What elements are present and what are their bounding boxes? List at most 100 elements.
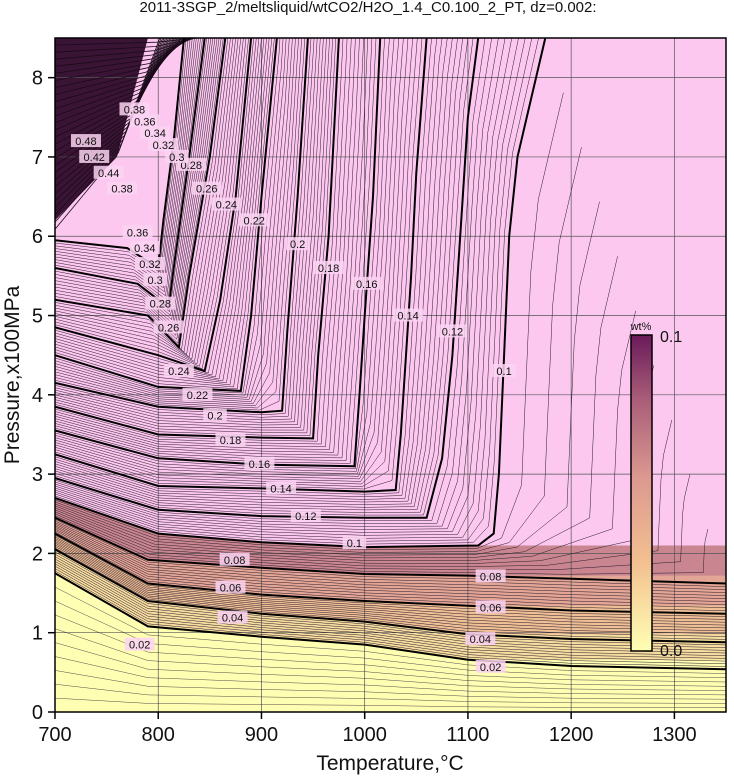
- contour-label-bg: [217, 610, 248, 624]
- y-tick-label: 5: [32, 306, 43, 328]
- minor-contour: [55, 38, 469, 513]
- minor-contour: [55, 38, 533, 542]
- minor-contour: [55, 556, 726, 651]
- major-contours: [55, 38, 726, 671]
- contour-label: 0.18: [220, 435, 241, 447]
- contour-label: 0.12: [442, 326, 463, 338]
- contour-label: 0.42: [84, 152, 105, 164]
- minor-contour: [55, 38, 464, 511]
- contour-label-bg: [129, 114, 160, 128]
- minor-contour: [55, 38, 390, 472]
- minor-contour: [55, 38, 247, 367]
- contour-label-bg: [191, 181, 222, 195]
- minor-contour: [55, 534, 726, 617]
- minor-contour: [55, 38, 218, 332]
- contour-label: 0.1: [347, 538, 362, 550]
- contour-label-bg: [475, 569, 506, 583]
- contour-label: 0.26: [196, 184, 217, 196]
- contour-label-bg: [290, 509, 321, 523]
- minor-contour: [55, 310, 636, 561]
- minor-contour: [55, 38, 492, 524]
- minor-contour: [55, 38, 203, 305]
- x-axis-label: Temperature,°C: [316, 752, 463, 775]
- contour-label: 0.32: [153, 140, 174, 152]
- minor-contour: [55, 38, 284, 396]
- contour-label: 0.48: [75, 136, 96, 148]
- contour-label-bg: [211, 197, 242, 211]
- contour-label-bg: [285, 237, 310, 251]
- minor-contour: [55, 38, 327, 428]
- contour-label-bg: [153, 320, 184, 334]
- contour-label: 0.26: [158, 322, 179, 334]
- contour-label: 0.2: [207, 410, 222, 422]
- contour-label-bg: [129, 241, 160, 255]
- minor-contour: [55, 38, 287, 398]
- minor-contour: [55, 539, 726, 626]
- colorbar: wt% 0.1 0.0: [630, 321, 683, 660]
- minor-contour: [55, 38, 222, 340]
- x-tick-label: 700: [38, 724, 71, 746]
- minor-contour: [55, 38, 270, 386]
- minor-contour: [55, 38, 168, 195]
- contour-label: 0.14: [397, 311, 418, 323]
- contour-label-bg: [342, 536, 367, 550]
- minor-contour: [55, 38, 231, 353]
- colorbar-scale: [630, 334, 653, 652]
- minor-contour: [55, 522, 726, 593]
- contour-label: 0.1: [496, 366, 511, 378]
- minor-contour: [55, 38, 189, 277]
- contour-label-bg: [203, 408, 227, 422]
- minor-contour: [55, 38, 293, 402]
- minor-contour: [55, 528, 726, 605]
- minor-contour: [55, 38, 448, 503]
- contour-label: 0.38: [124, 104, 145, 116]
- minor-contour: [55, 38, 236, 358]
- minor-contour: [55, 38, 474, 516]
- minor-contour: [55, 38, 386, 469]
- contour-label: 0.16: [356, 279, 377, 291]
- minor-contour: [55, 670, 726, 700]
- x-tick-label: 1200: [549, 724, 594, 746]
- contour-label: 0.22: [187, 390, 208, 402]
- minor-contour: [55, 38, 519, 536]
- chart-title: 2011-3SGP_2/meltsliquid/wtCO2/H2O_1.4_C0…: [139, 0, 596, 16]
- minor-contour: [55, 614, 726, 683]
- contour-label: 0.2: [290, 239, 305, 251]
- minor-contour: [55, 147, 582, 553]
- contour-label-bg: [70, 134, 101, 148]
- contour-label: 0.16: [249, 459, 270, 471]
- contour-label: 0.02: [129, 640, 150, 652]
- major-contour: [55, 38, 547, 549]
- contour-label: 0.36: [127, 227, 148, 239]
- contour-label-bg: [266, 481, 297, 495]
- y-ticks: 0 1 2 3 4 5 6 7 8: [32, 68, 55, 724]
- minor-contour: [55, 38, 169, 188]
- plot-frame: [54, 37, 727, 713]
- plot-area: 0.02 0.02 0.04 0.04 0.06 0.06 0.08 0.08 0.1 0.1 0.…: [55, 38, 726, 712]
- minor-contour: [55, 38, 364, 456]
- minor-contour: [55, 38, 273, 388]
- minor-contour: [55, 38, 191, 81]
- contour-label: 0.14: [270, 483, 291, 495]
- minor-contour: [55, 92, 564, 551]
- minor-contours: [55, 38, 726, 708]
- contour-labels: 0.02 0.02 0.04 0.04 0.06 0.06 0.08 0.08 0.1 0.1 0.…: [70, 102, 516, 674]
- contour-label-bg: [79, 149, 110, 163]
- colorbar-unit: wt%: [630, 321, 652, 333]
- contour-label-bg: [351, 276, 382, 290]
- major-contour: [55, 38, 382, 468]
- minor-contour: [55, 38, 486, 521]
- major-contour: [55, 38, 480, 519]
- minor-contour: [55, 38, 299, 407]
- minor-contour: [55, 547, 726, 640]
- minor-contour: [55, 38, 194, 67]
- x-ticks: 700 800 900 1000 1100 1200 1300: [38, 712, 697, 746]
- contour-label: 0.08: [480, 571, 501, 583]
- minor-contour: [55, 38, 404, 480]
- contour-label-bg: [393, 308, 424, 322]
- minor-contour: [55, 38, 201, 301]
- minor-contour: [55, 38, 413, 485]
- minor-contour: [55, 38, 333, 434]
- contour-label-bg: [313, 260, 344, 274]
- minor-contour: [55, 38, 187, 273]
